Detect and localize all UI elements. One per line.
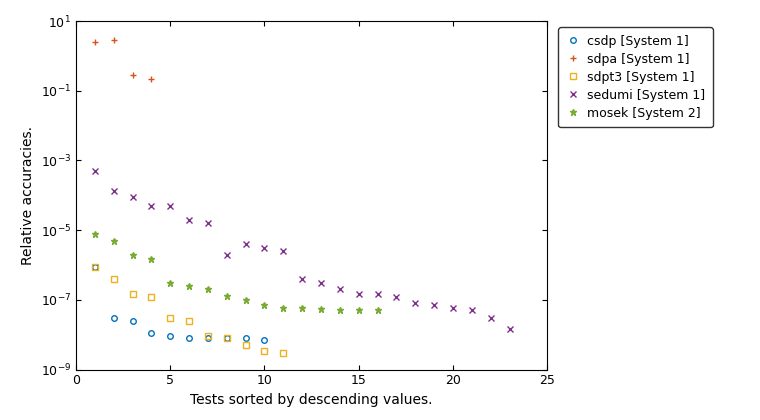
sedumi [System 1] [166, 203, 175, 208]
sdpt3 [System 1] [166, 315, 175, 320]
sedumi [System 1] [486, 315, 496, 320]
mosek [System 2] [109, 238, 119, 243]
sedumi [System 1] [109, 189, 119, 194]
sdpa [System 1] [147, 76, 156, 81]
mosek [System 2] [298, 305, 307, 310]
sdpa [System 1] [109, 38, 119, 43]
csdp [System 1] [185, 336, 194, 341]
Line: csdp [System 1]: csdp [System 1] [92, 264, 268, 343]
mosek [System 2] [335, 308, 344, 313]
mosek [System 2] [222, 294, 231, 299]
Line: sedumi [System 1]: sedumi [System 1] [91, 168, 513, 332]
sedumi [System 1] [335, 287, 344, 292]
csdp [System 1] [260, 338, 269, 343]
mosek [System 2] [354, 308, 363, 313]
sdpt3 [System 1] [90, 264, 100, 269]
sedumi [System 1] [241, 241, 250, 247]
sedumi [System 1] [505, 326, 514, 331]
Y-axis label: Relative accuracies.: Relative accuracies. [21, 126, 36, 265]
mosek [System 2] [204, 287, 213, 292]
Line: mosek [System 2]: mosek [System 2] [91, 230, 381, 314]
csdp [System 1] [166, 334, 175, 339]
sedumi [System 1] [392, 294, 401, 299]
sedumi [System 1] [298, 276, 307, 281]
sedumi [System 1] [448, 305, 458, 310]
sdpt3 [System 1] [260, 348, 269, 353]
sedumi [System 1] [204, 220, 213, 226]
sdpt3 [System 1] [147, 294, 156, 299]
mosek [System 2] [185, 284, 194, 289]
sedumi [System 1] [260, 246, 269, 251]
sdpt3 [System 1] [185, 318, 194, 323]
mosek [System 2] [166, 281, 175, 286]
mosek [System 2] [316, 307, 325, 312]
csdp [System 1] [109, 315, 119, 320]
sdpt3 [System 1] [241, 343, 250, 348]
sedumi [System 1] [410, 301, 420, 306]
csdp [System 1] [128, 318, 137, 323]
sdpt3 [System 1] [128, 291, 137, 296]
sedumi [System 1] [185, 217, 194, 222]
sedumi [System 1] [316, 281, 325, 286]
sedumi [System 1] [279, 249, 288, 254]
sdpa [System 1] [128, 73, 137, 78]
csdp [System 1] [147, 331, 156, 336]
sedumi [System 1] [128, 194, 137, 200]
sdpt3 [System 1] [279, 350, 288, 355]
mosek [System 2] [279, 305, 288, 310]
mosek [System 2] [241, 297, 250, 302]
sedumi [System 1] [147, 203, 156, 208]
sedumi [System 1] [90, 168, 100, 173]
X-axis label: Tests sorted by descending values.: Tests sorted by descending values. [190, 393, 433, 407]
Line: sdpa [System 1]: sdpa [System 1] [91, 37, 155, 82]
csdp [System 1] [222, 336, 231, 341]
sdpt3 [System 1] [222, 336, 231, 341]
sedumi [System 1] [222, 252, 231, 257]
sedumi [System 1] [429, 303, 439, 308]
sdpt3 [System 1] [204, 334, 213, 339]
sedumi [System 1] [467, 308, 477, 313]
csdp [System 1] [241, 336, 250, 341]
Legend: csdp [System 1], sdpa [System 1], sdpt3 [System 1], sedumi [System 1], mosek [Sy: csdp [System 1], sdpa [System 1], sdpt3 … [558, 27, 713, 127]
mosek [System 2] [128, 252, 137, 257]
csdp [System 1] [204, 336, 213, 341]
sedumi [System 1] [354, 291, 363, 296]
Line: sdpt3 [System 1]: sdpt3 [System 1] [92, 264, 286, 356]
sdpa [System 1] [90, 39, 100, 45]
sdpt3 [System 1] [109, 276, 119, 281]
mosek [System 2] [147, 256, 156, 261]
sedumi [System 1] [373, 291, 382, 296]
mosek [System 2] [90, 231, 100, 236]
mosek [System 2] [373, 308, 382, 313]
mosek [System 2] [260, 303, 269, 308]
csdp [System 1] [90, 264, 100, 269]
